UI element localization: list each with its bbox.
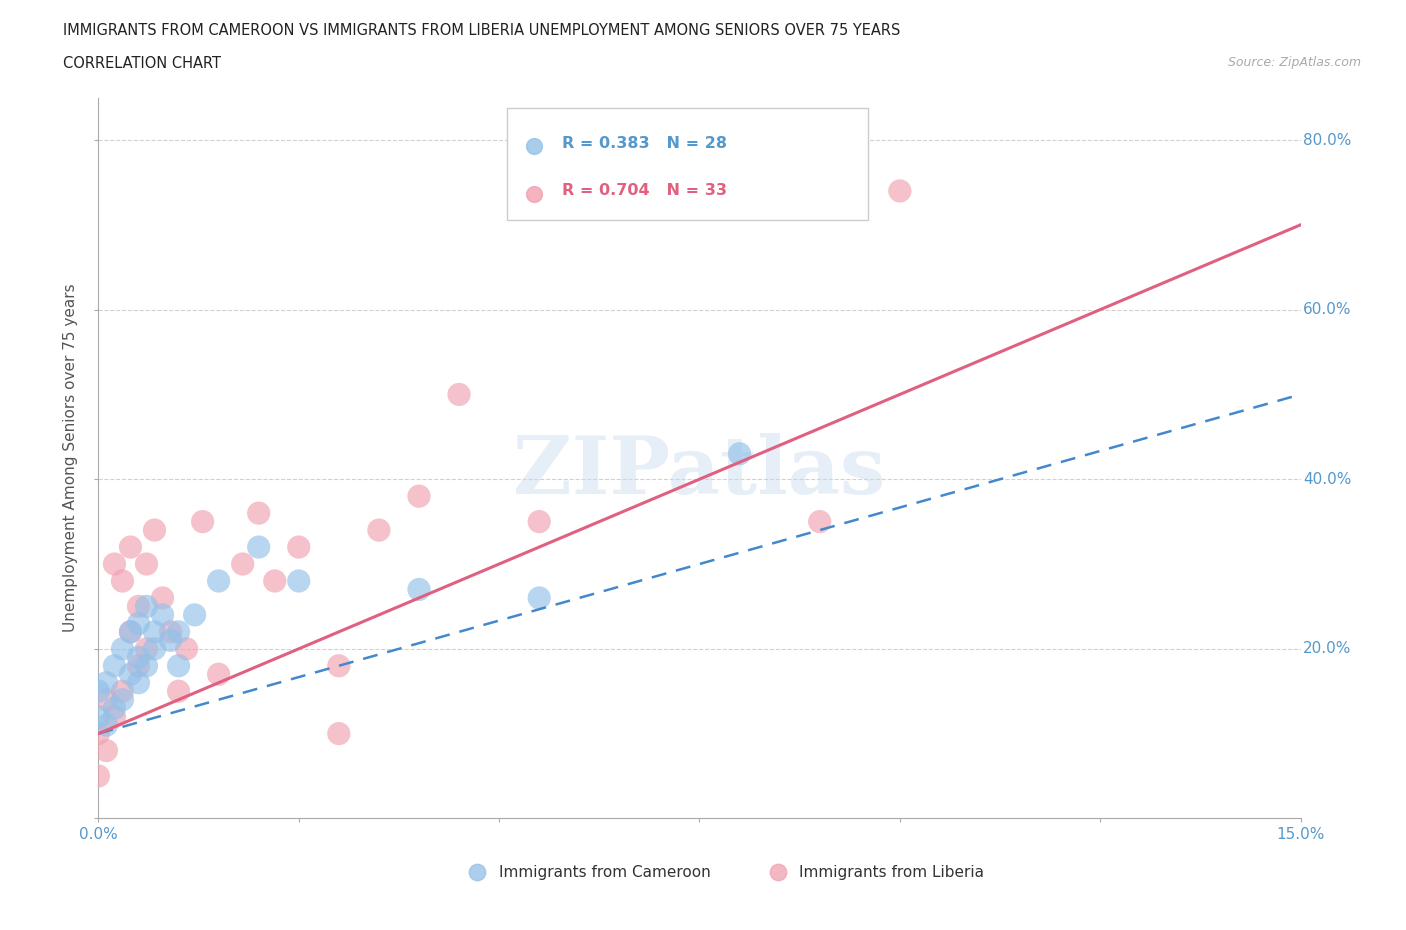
Point bbox=[167, 684, 190, 698]
Point bbox=[128, 675, 150, 690]
Point bbox=[328, 726, 350, 741]
Point bbox=[87, 710, 110, 724]
Point bbox=[128, 658, 150, 673]
Point bbox=[128, 599, 150, 614]
Text: Immigrants from Cameroon: Immigrants from Cameroon bbox=[499, 865, 710, 880]
Point bbox=[247, 539, 270, 554]
Point bbox=[247, 506, 270, 521]
Text: Immigrants from Liberia: Immigrants from Liberia bbox=[799, 865, 984, 880]
Point bbox=[808, 514, 831, 529]
Point bbox=[135, 642, 157, 657]
Point bbox=[120, 624, 142, 639]
Point bbox=[103, 710, 125, 724]
Point bbox=[529, 591, 551, 605]
Text: CORRELATION CHART: CORRELATION CHART bbox=[63, 56, 221, 71]
Point bbox=[159, 624, 181, 639]
Point bbox=[288, 574, 311, 589]
Text: R = 0.383   N = 28: R = 0.383 N = 28 bbox=[562, 136, 727, 151]
Point bbox=[128, 616, 150, 631]
FancyBboxPatch shape bbox=[508, 109, 868, 220]
Text: IMMIGRANTS FROM CAMEROON VS IMMIGRANTS FROM LIBERIA UNEMPLOYMENT AMONG SENIORS O: IMMIGRANTS FROM CAMEROON VS IMMIGRANTS F… bbox=[63, 23, 901, 38]
Point bbox=[103, 658, 125, 673]
Point bbox=[143, 624, 166, 639]
Point bbox=[152, 607, 174, 622]
Point bbox=[208, 667, 231, 682]
Point bbox=[135, 599, 157, 614]
Point bbox=[208, 574, 231, 589]
Point bbox=[120, 539, 142, 554]
Text: Source: ZipAtlas.com: Source: ZipAtlas.com bbox=[1227, 56, 1361, 69]
Point bbox=[263, 574, 285, 589]
Y-axis label: Unemployment Among Seniors over 75 years: Unemployment Among Seniors over 75 years bbox=[63, 284, 79, 632]
Point bbox=[152, 591, 174, 605]
Point bbox=[96, 675, 118, 690]
Point bbox=[96, 718, 118, 733]
Text: 60.0%: 60.0% bbox=[1303, 302, 1351, 317]
Point bbox=[159, 633, 181, 648]
Point bbox=[103, 700, 125, 715]
Text: ZIPatlas: ZIPatlas bbox=[513, 433, 886, 512]
Point bbox=[135, 658, 157, 673]
Point bbox=[176, 642, 198, 657]
Point bbox=[120, 624, 142, 639]
Point bbox=[447, 387, 470, 402]
Text: 40.0%: 40.0% bbox=[1303, 472, 1351, 486]
Point bbox=[111, 574, 134, 589]
Point bbox=[408, 582, 430, 597]
Point bbox=[143, 523, 166, 538]
Point bbox=[135, 556, 157, 571]
Point bbox=[328, 658, 350, 673]
Point bbox=[183, 607, 205, 622]
Text: 20.0%: 20.0% bbox=[1303, 642, 1351, 657]
Point bbox=[529, 514, 551, 529]
Point bbox=[87, 768, 110, 783]
Point bbox=[167, 624, 190, 639]
Point bbox=[889, 183, 911, 198]
Point bbox=[191, 514, 214, 529]
Point bbox=[143, 642, 166, 657]
Point bbox=[111, 692, 134, 707]
Text: R = 0.704   N = 33: R = 0.704 N = 33 bbox=[562, 183, 727, 198]
Point bbox=[128, 650, 150, 665]
Point bbox=[87, 726, 110, 741]
Point bbox=[120, 667, 142, 682]
Point bbox=[111, 642, 134, 657]
Point bbox=[96, 692, 118, 707]
Point bbox=[111, 684, 134, 698]
Point bbox=[167, 658, 190, 673]
Point bbox=[232, 556, 254, 571]
Point bbox=[368, 523, 391, 538]
Text: 80.0%: 80.0% bbox=[1303, 133, 1351, 148]
Point bbox=[87, 684, 110, 698]
Point bbox=[408, 489, 430, 504]
Point bbox=[728, 446, 751, 461]
Point bbox=[288, 539, 311, 554]
Point bbox=[103, 556, 125, 571]
Point bbox=[96, 743, 118, 758]
